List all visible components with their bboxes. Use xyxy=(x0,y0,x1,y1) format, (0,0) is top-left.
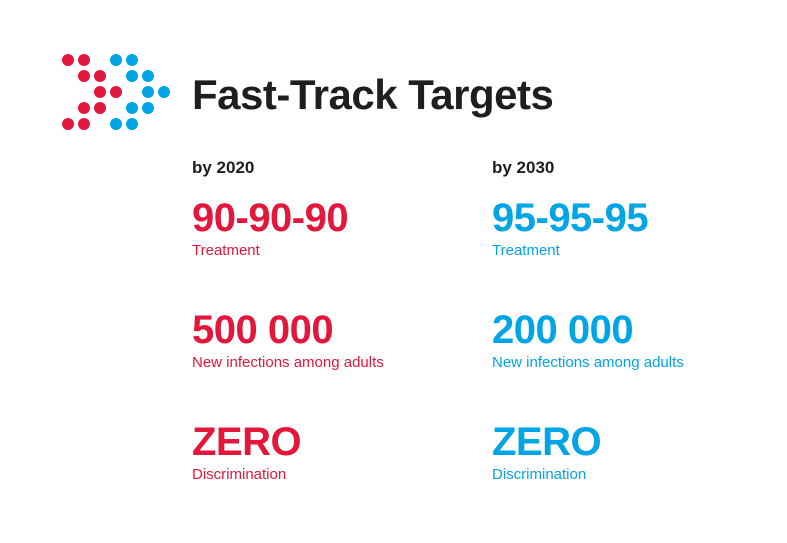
target-label: New infections among adults xyxy=(192,354,384,371)
target-label: New infections among adults xyxy=(492,354,684,371)
target-discrimination-2030: ZERO Discrimination xyxy=(492,420,782,484)
red-dots xyxy=(62,54,122,130)
dot-arrow-logo xyxy=(62,54,170,130)
target-value: 500 000 xyxy=(192,308,334,352)
target-label: Discrimination xyxy=(492,466,587,483)
page-title: Fast-Track Targets xyxy=(192,71,554,118)
column-2030: by 2030 95-95-95 Treatment 200 000 New i… xyxy=(492,158,782,483)
blue-dots xyxy=(110,54,170,130)
target-value: ZERO xyxy=(192,420,302,464)
column-heading-2030: by 2030 xyxy=(492,158,555,177)
target-value: 200 000 xyxy=(492,308,634,352)
target-value: 95-95-95 xyxy=(492,196,649,240)
column-2020: by 2020 90-90-90 Treatment 500 000 New i… xyxy=(192,158,482,483)
target-discrimination-2020: ZERO Discrimination xyxy=(192,420,482,484)
target-infections-2030: 200 000 New infections among adults xyxy=(492,308,782,372)
target-treatment-2020: 90-90-90 Treatment xyxy=(192,196,482,260)
target-label: Treatment xyxy=(492,242,560,259)
target-value: ZERO xyxy=(492,420,602,464)
column-heading-2020: by 2020 xyxy=(192,158,255,177)
target-treatment-2030: 95-95-95 Treatment xyxy=(492,196,782,260)
target-label: Discrimination xyxy=(192,466,287,483)
target-infections-2020: 500 000 New infections among adults xyxy=(192,308,482,372)
target-value: 90-90-90 xyxy=(192,196,349,240)
target-label: Treatment xyxy=(192,242,260,259)
